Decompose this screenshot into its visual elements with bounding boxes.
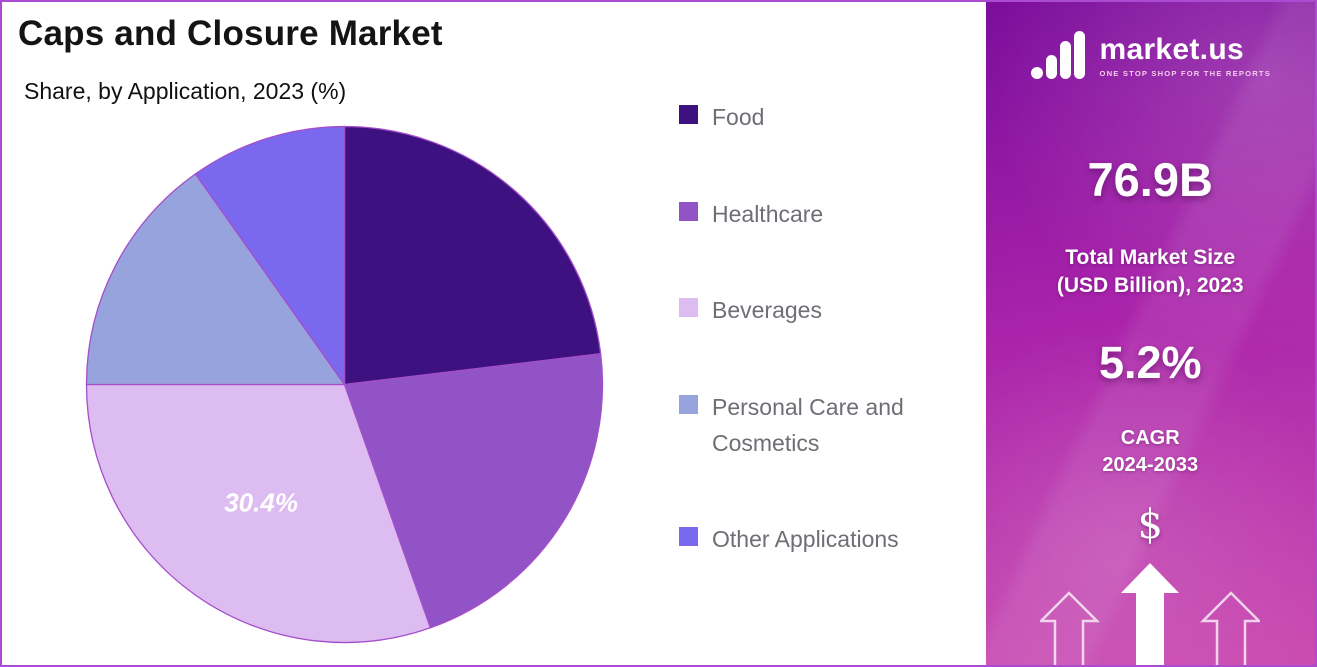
pie-slice-other-applications	[194, 125, 346, 387]
stat-cagr-value: 5.2%	[1098, 337, 1202, 388]
pie-data-label: 30.4%	[224, 487, 298, 517]
brand-tagline: ONE STOP SHOP FOR THE REPORTS	[1099, 68, 1271, 78]
up-arrow-icon	[1040, 591, 1101, 665]
legend-swatch	[679, 201, 698, 221]
chart-panel: Caps and Closure Market Share, by Applic…	[2, 2, 986, 665]
brand-name: market.us	[1099, 32, 1244, 66]
legend-label: Other Applications	[712, 526, 899, 553]
pie-chart: 30.4%	[85, 125, 604, 644]
growth-arrows-icon	[1040, 563, 1261, 665]
legend-label: Food	[712, 104, 765, 130]
pie-slice-food	[343, 125, 602, 386]
legend-item: Beverages	[679, 293, 969, 329]
legend-swatch	[679, 298, 698, 318]
legend-item: Healthcare	[679, 197, 969, 233]
legend-swatch	[679, 395, 698, 415]
brand-logo: market.us ONE STOP SHOP FOR THE REPORTS	[986, 28, 1316, 82]
legend-swatch	[679, 527, 698, 547]
legend-item: Other Applications	[679, 522, 969, 558]
pie-slice-beverages	[85, 383, 432, 644]
brand-text: market.us ONE STOP SHOP FOR THE REPORTS	[1099, 33, 1271, 78]
page-title: Caps and Closure Market	[18, 14, 443, 53]
legend-label: Beverages	[712, 297, 822, 324]
sidebar: market.us ONE STOP SHOP FOR THE REPORTS …	[985, 2, 1316, 665]
stat-cagr-label: CAGR 2024-2033	[1102, 427, 1199, 476]
up-arrow-icon	[1200, 591, 1261, 665]
stat-market-size-value: 76.9B	[1087, 153, 1213, 206]
dollar-icon: $	[1137, 502, 1163, 548]
legend-swatch	[679, 105, 698, 124]
legend-label: Personal Care and Cosmetics	[712, 394, 904, 456]
page-subtitle: Share, by Application, 2023 (%)	[24, 78, 347, 104]
legend-label: Healthcare	[712, 200, 824, 227]
up-arrow-icon	[1121, 563, 1180, 665]
market-us-logo-icon	[1031, 31, 1086, 79]
legend: Food Healthcare Beverages Personal Care …	[679, 100, 969, 558]
pie-slice-healthcare	[343, 353, 604, 629]
stat-market-size-label: Total Market Size (USD Billion), 2023	[1056, 246, 1244, 298]
legend-item: Food	[679, 100, 969, 136]
pie-slice-personal-care-and-cosmetics	[85, 172, 346, 386]
legend-item: Personal Care and Cosmetics	[679, 390, 969, 461]
